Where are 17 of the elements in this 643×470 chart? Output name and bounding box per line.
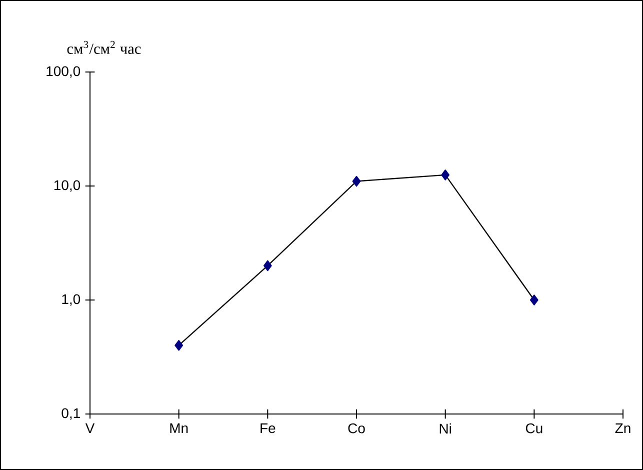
x-tick-label: Fe bbox=[260, 423, 276, 434]
x-tick-label: V bbox=[85, 423, 95, 433]
point bbox=[441, 170, 450, 180]
x-tick-label: Cu bbox=[526, 423, 542, 434]
y-tick-label: 10,0 bbox=[54, 180, 80, 192]
y-tick-label: 100,0 bbox=[46, 66, 80, 78]
x-tick-label: Mn bbox=[170, 423, 188, 433]
point bbox=[352, 176, 361, 187]
point bbox=[530, 294, 538, 306]
point bbox=[263, 260, 272, 272]
y-axis-title: см$^{3}$/см$^{2}$ час bbox=[67, 40, 141, 54]
y-tick-label: 1,0 bbox=[62, 294, 80, 306]
point bbox=[174, 340, 184, 351]
x-tick-label: Zn bbox=[615, 423, 630, 433]
x-tick-label: Co bbox=[348, 423, 365, 434]
y-tick-label: 0,1 bbox=[62, 408, 80, 420]
x-tick-label: Ni bbox=[440, 423, 452, 434]
